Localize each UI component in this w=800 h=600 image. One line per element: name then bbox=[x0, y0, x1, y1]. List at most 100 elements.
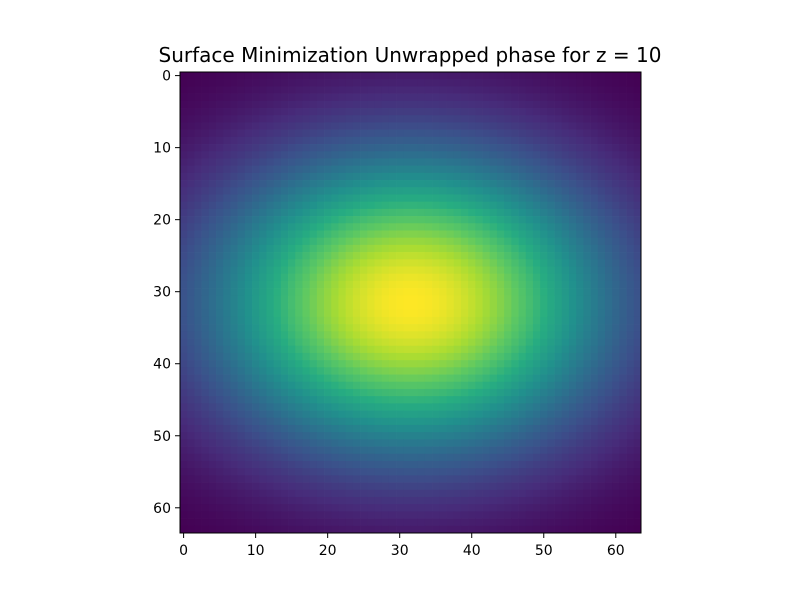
heatmap-cell bbox=[612, 309, 620, 318]
heatmap-cell bbox=[547, 158, 555, 166]
heatmap-cell bbox=[338, 129, 347, 138]
heatmap-cell bbox=[216, 482, 224, 491]
heatmap-cell bbox=[352, 432, 361, 440]
heatmap-cell bbox=[439, 295, 447, 303]
heatmap-cell bbox=[388, 100, 397, 109]
heatmap-cell bbox=[194, 208, 202, 217]
heatmap-cell bbox=[547, 295, 555, 303]
heatmap-cell bbox=[273, 100, 282, 109]
heatmap-cell bbox=[280, 108, 289, 116]
heatmap-cell bbox=[424, 324, 433, 332]
heatmap-cell bbox=[446, 417, 455, 426]
heatmap-cell bbox=[237, 208, 246, 217]
heatmap-cell bbox=[367, 72, 375, 80]
heatmap-cell bbox=[576, 518, 584, 527]
heatmap-cell bbox=[540, 381, 548, 390]
heatmap-cell bbox=[345, 446, 354, 455]
heatmap-cell bbox=[612, 511, 620, 519]
heatmap-cell bbox=[237, 424, 246, 433]
heatmap-cell bbox=[360, 403, 368, 411]
heatmap-cell bbox=[532, 331, 541, 339]
heatmap-cell bbox=[453, 151, 462, 159]
heatmap-cell bbox=[288, 244, 296, 253]
heatmap-cell bbox=[194, 388, 202, 397]
heatmap-cell bbox=[525, 223, 534, 231]
heatmap-cell bbox=[626, 223, 635, 231]
heatmap-cell bbox=[576, 482, 584, 491]
heatmap-cell bbox=[216, 280, 224, 289]
heatmap-cell bbox=[540, 475, 548, 483]
heatmap-cell bbox=[482, 525, 491, 534]
heatmap-cell bbox=[288, 511, 296, 519]
heatmap-cell bbox=[590, 489, 599, 498]
heatmap-cell bbox=[374, 316, 383, 325]
heatmap-cell bbox=[475, 230, 483, 239]
heatmap-cell bbox=[417, 122, 426, 130]
heatmap-cell bbox=[547, 144, 555, 152]
heatmap-cell bbox=[187, 86, 195, 94]
heatmap-cell bbox=[518, 194, 527, 203]
heatmap-cell bbox=[432, 151, 440, 159]
heatmap-cell bbox=[201, 453, 210, 462]
heatmap-cell bbox=[324, 410, 332, 419]
heatmap-cell bbox=[237, 100, 246, 109]
heatmap-cell bbox=[396, 496, 404, 505]
heatmap-cell bbox=[439, 518, 447, 527]
heatmap-cell bbox=[230, 403, 238, 411]
heatmap-cell bbox=[187, 259, 195, 267]
heatmap-cell bbox=[338, 93, 347, 102]
heatmap-cell bbox=[597, 388, 606, 397]
heatmap-cell bbox=[237, 525, 246, 534]
heatmap-cell bbox=[604, 396, 613, 404]
heatmap-cell bbox=[424, 302, 433, 311]
heatmap-cell bbox=[576, 302, 584, 311]
heatmap-cell bbox=[237, 338, 246, 347]
heatmap-cell bbox=[324, 295, 332, 303]
heatmap-cell bbox=[288, 338, 296, 347]
heatmap-cell bbox=[345, 295, 354, 303]
heatmap-cell bbox=[352, 388, 361, 397]
heatmap-cell bbox=[302, 244, 311, 253]
heatmap-cell bbox=[540, 374, 548, 383]
heatmap-cell bbox=[324, 489, 332, 498]
heatmap-cell bbox=[446, 237, 455, 246]
heatmap-cell bbox=[309, 410, 318, 419]
heatmap-cell bbox=[180, 86, 188, 94]
heatmap-cell bbox=[352, 352, 361, 361]
heatmap-cell bbox=[316, 518, 325, 527]
heatmap-cell bbox=[352, 374, 361, 383]
heatmap-cell bbox=[460, 259, 469, 267]
heatmap-cell bbox=[324, 324, 332, 332]
heatmap-cell bbox=[540, 129, 548, 138]
heatmap-cell bbox=[345, 144, 354, 152]
heatmap-cell bbox=[432, 93, 440, 102]
heatmap-cell bbox=[388, 93, 397, 102]
heatmap-cell bbox=[295, 79, 303, 87]
heatmap-cell bbox=[208, 136, 217, 145]
heatmap-cell bbox=[309, 201, 318, 210]
heatmap-cell bbox=[230, 338, 238, 347]
heatmap-cell bbox=[453, 237, 462, 246]
heatmap-cell bbox=[561, 309, 570, 318]
heatmap-cell bbox=[345, 158, 354, 166]
heatmap-cell bbox=[180, 223, 188, 231]
heatmap-cell bbox=[273, 446, 282, 455]
heatmap-cell bbox=[288, 367, 296, 375]
heatmap-cell bbox=[208, 266, 217, 275]
heatmap-cell bbox=[417, 180, 426, 188]
heatmap-cell bbox=[619, 417, 627, 426]
heatmap-cell bbox=[453, 504, 462, 512]
heatmap-cell bbox=[403, 360, 411, 368]
heatmap-cell bbox=[612, 475, 620, 483]
heatmap-cell bbox=[309, 108, 318, 116]
heatmap-cell bbox=[316, 331, 325, 339]
heatmap-cell bbox=[612, 424, 620, 433]
heatmap-cell bbox=[439, 439, 447, 447]
heatmap-cell bbox=[540, 230, 548, 239]
heatmap-cell bbox=[424, 468, 433, 476]
heatmap-cell bbox=[223, 316, 231, 325]
heatmap-cell bbox=[381, 338, 390, 347]
heatmap-cell bbox=[309, 86, 318, 94]
heatmap-cell bbox=[504, 223, 512, 231]
heatmap-cell bbox=[345, 511, 354, 519]
